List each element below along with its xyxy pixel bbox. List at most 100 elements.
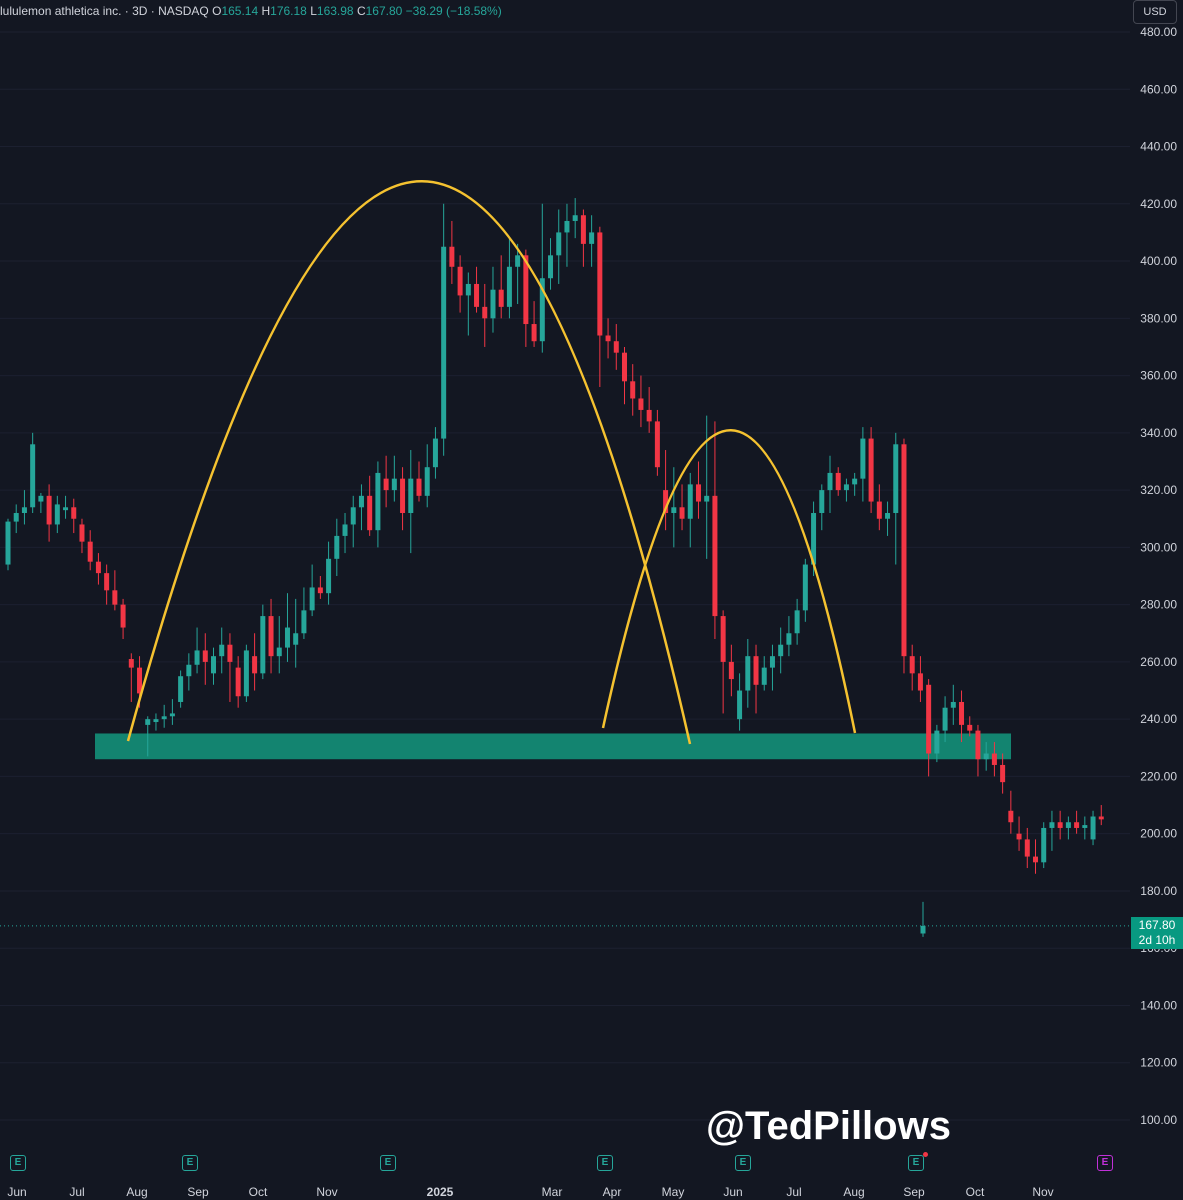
candle-body	[342, 524, 348, 536]
candle-body	[79, 524, 85, 542]
candle-body	[202, 650, 208, 662]
candle	[967, 716, 973, 737]
candle-body	[432, 438, 438, 468]
candle-body	[71, 507, 77, 519]
candle-body	[687, 484, 693, 519]
candle	[358, 484, 364, 531]
candle	[580, 209, 586, 267]
small-arc-left-annotation[interactable]	[601, 429, 857, 734]
chart-header: lululemon athletica inc. · 3D · NASDAQ O…	[0, 4, 502, 20]
candle-body	[1016, 833, 1022, 840]
candle-body	[638, 398, 644, 410]
author-watermark: @TedPillows	[706, 1104, 951, 1148]
price-tick-label: 320.00	[1140, 483, 1177, 497]
support-zone[interactable]	[95, 733, 1011, 760]
time-axis: Jun Jul Aug Sep Oct Nov 2025 Mar Apr May Jun Jul Aug…	[7, 1185, 1053, 1199]
candle-body	[465, 283, 471, 296]
low-label: L	[310, 4, 317, 18]
candle-body	[967, 724, 973, 731]
candle	[605, 318, 611, 359]
candle-body	[835, 472, 841, 491]
candle-body	[819, 490, 825, 514]
candle	[761, 656, 767, 691]
candle-body	[909, 656, 915, 674]
candle-body	[1057, 822, 1063, 828]
candle	[30, 432, 36, 514]
large-arc-annotation[interactable]	[126, 180, 692, 745]
candle	[71, 498, 77, 534]
candle-body	[137, 667, 143, 694]
candle	[1049, 810, 1055, 851]
time-tick-label: Sep	[903, 1185, 925, 1199]
candle	[235, 656, 241, 708]
earnings-event-icon[interactable]: E	[735, 1155, 751, 1171]
candle-body	[1008, 810, 1014, 823]
candle	[46, 484, 52, 542]
earnings-event-icon[interactable]: E	[380, 1155, 396, 1171]
price-tick-label: 180.00	[1140, 884, 1177, 898]
earnings-event-icon[interactable]: E	[597, 1155, 613, 1171]
candle-body	[597, 232, 603, 336]
candle-body	[876, 501, 882, 519]
candle	[342, 513, 348, 554]
candle-body	[235, 667, 241, 697]
chart-grid	[0, 31, 1130, 1121]
symbol-title[interactable]: lululemon athletica inc. · 3D · NASDAQ	[0, 4, 209, 18]
candle	[704, 415, 710, 559]
candle	[1000, 753, 1006, 794]
candle	[794, 598, 800, 645]
candle	[852, 472, 858, 496]
future-earnings-event-icon[interactable]: E	[1097, 1155, 1113, 1171]
candle-body	[227, 644, 233, 662]
currency-button[interactable]: USD	[1133, 0, 1177, 24]
candle-body	[712, 495, 718, 617]
candle	[449, 220, 455, 284]
high-label: H	[261, 4, 271, 18]
candle	[13, 504, 19, 534]
candle-body	[400, 478, 406, 514]
candle	[391, 455, 397, 502]
candle	[860, 427, 866, 502]
candle	[120, 598, 126, 639]
candle	[334, 518, 340, 576]
candle-body	[490, 289, 496, 319]
candle	[934, 724, 940, 763]
candle	[219, 627, 225, 674]
candle	[474, 266, 480, 313]
candle-body	[753, 656, 759, 685]
high-value: 176.18	[270, 4, 307, 18]
candle-body	[920, 925, 926, 934]
candle-body	[5, 521, 11, 565]
price-tick-label: 380.00	[1140, 311, 1177, 325]
candle-body	[506, 266, 512, 307]
candle	[506, 238, 512, 319]
earnings-event-icon[interactable]: E	[908, 1152, 928, 1171]
earnings-event-icon[interactable]: E	[182, 1155, 198, 1171]
time-tick-label: Nov	[316, 1185, 337, 1199]
price-tick-label: 420.00	[1140, 197, 1177, 211]
price-tick-label: 460.00	[1140, 82, 1177, 96]
candle-body	[54, 504, 60, 525]
candle-body	[761, 667, 767, 685]
candle	[161, 704, 167, 728]
candle	[539, 203, 545, 353]
candle-body	[383, 478, 389, 491]
time-tick-label: Jun	[723, 1185, 742, 1199]
candle	[827, 455, 833, 514]
candle	[375, 461, 381, 548]
candle	[695, 461, 701, 519]
candle-body	[1065, 822, 1071, 828]
bar-countdown: 2d 10h	[1138, 933, 1176, 947]
earnings-event-icon[interactable]: E	[10, 1155, 26, 1171]
candle	[1074, 810, 1080, 834]
candle	[983, 742, 989, 771]
candle-body	[441, 246, 447, 439]
price-tick-label: 200.00	[1140, 827, 1177, 841]
candle	[211, 647, 216, 685]
candle	[515, 243, 521, 304]
candle-body	[457, 266, 463, 296]
candle	[835, 467, 841, 496]
candle-body	[498, 289, 504, 307]
candle	[638, 375, 644, 428]
